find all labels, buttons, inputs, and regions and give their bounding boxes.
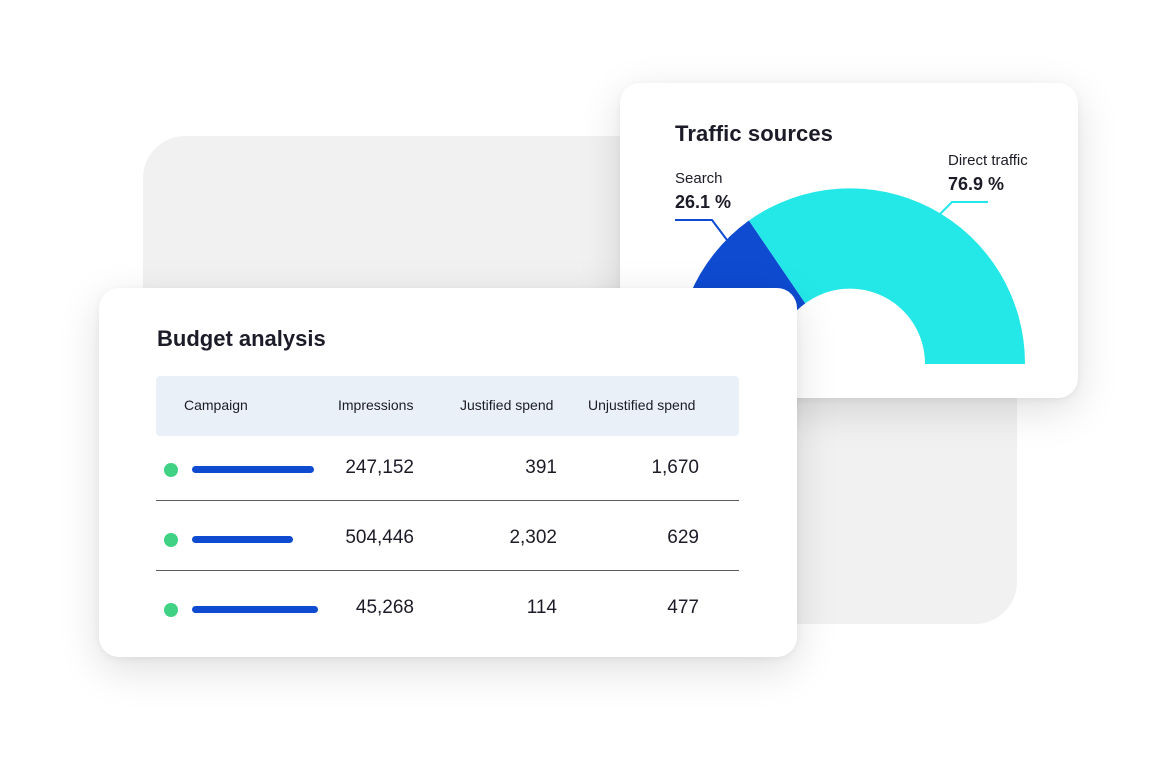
cell-justified-spend: 2,302 [509,527,557,548]
cell-unjustified-spend: 1,670 [651,457,699,478]
status-dot [164,603,178,617]
cell-justified-spend: 114 [526,597,557,618]
campaign-bar [192,466,314,473]
campaign-bar [192,606,318,613]
budget-analysis-title: Budget analysis [157,326,326,351]
table-row[interactable]: 504,446 2,302 629 [156,501,739,571]
table-row[interactable]: 247,152 391 1,670 [156,431,739,501]
search-percent: 26.1 % [675,192,732,212]
status-dot [164,533,178,547]
column-header-campaign[interactable]: Campaign [184,397,248,413]
status-dot [164,463,178,477]
traffic-sources-title: Traffic sources [675,121,834,146]
table-header: Campaign Impressions Justified spend Unj… [156,376,739,436]
cell-impressions: 504,446 [345,527,414,548]
direct-traffic-percent: 76.9 % [948,174,1005,194]
cell-impressions: 45,268 [355,597,414,618]
search-leader-line [675,219,728,241]
cell-unjustified-spend: 629 [667,527,699,548]
direct-leader-line [939,201,988,215]
column-header-unjustified-spend[interactable]: Unjustified spend [588,397,696,413]
column-header-impressions[interactable]: Impressions [338,397,414,413]
table-row[interactable]: 45,268 114 477 [156,571,739,640]
campaign-bar [192,536,293,543]
cell-impressions: 247,152 [345,457,414,478]
search-label: Search [675,170,723,187]
budget-analysis-card: Budget analysis Campaign Impressions Jus… [99,288,797,657]
cell-unjustified-spend: 477 [667,597,699,618]
segment-direct-traffic[interactable] [748,188,1026,364]
direct-traffic-label: Direct traffic [948,152,1028,169]
cell-justified-spend: 391 [525,457,557,478]
column-header-justified-spend[interactable]: Justified spend [460,397,554,413]
